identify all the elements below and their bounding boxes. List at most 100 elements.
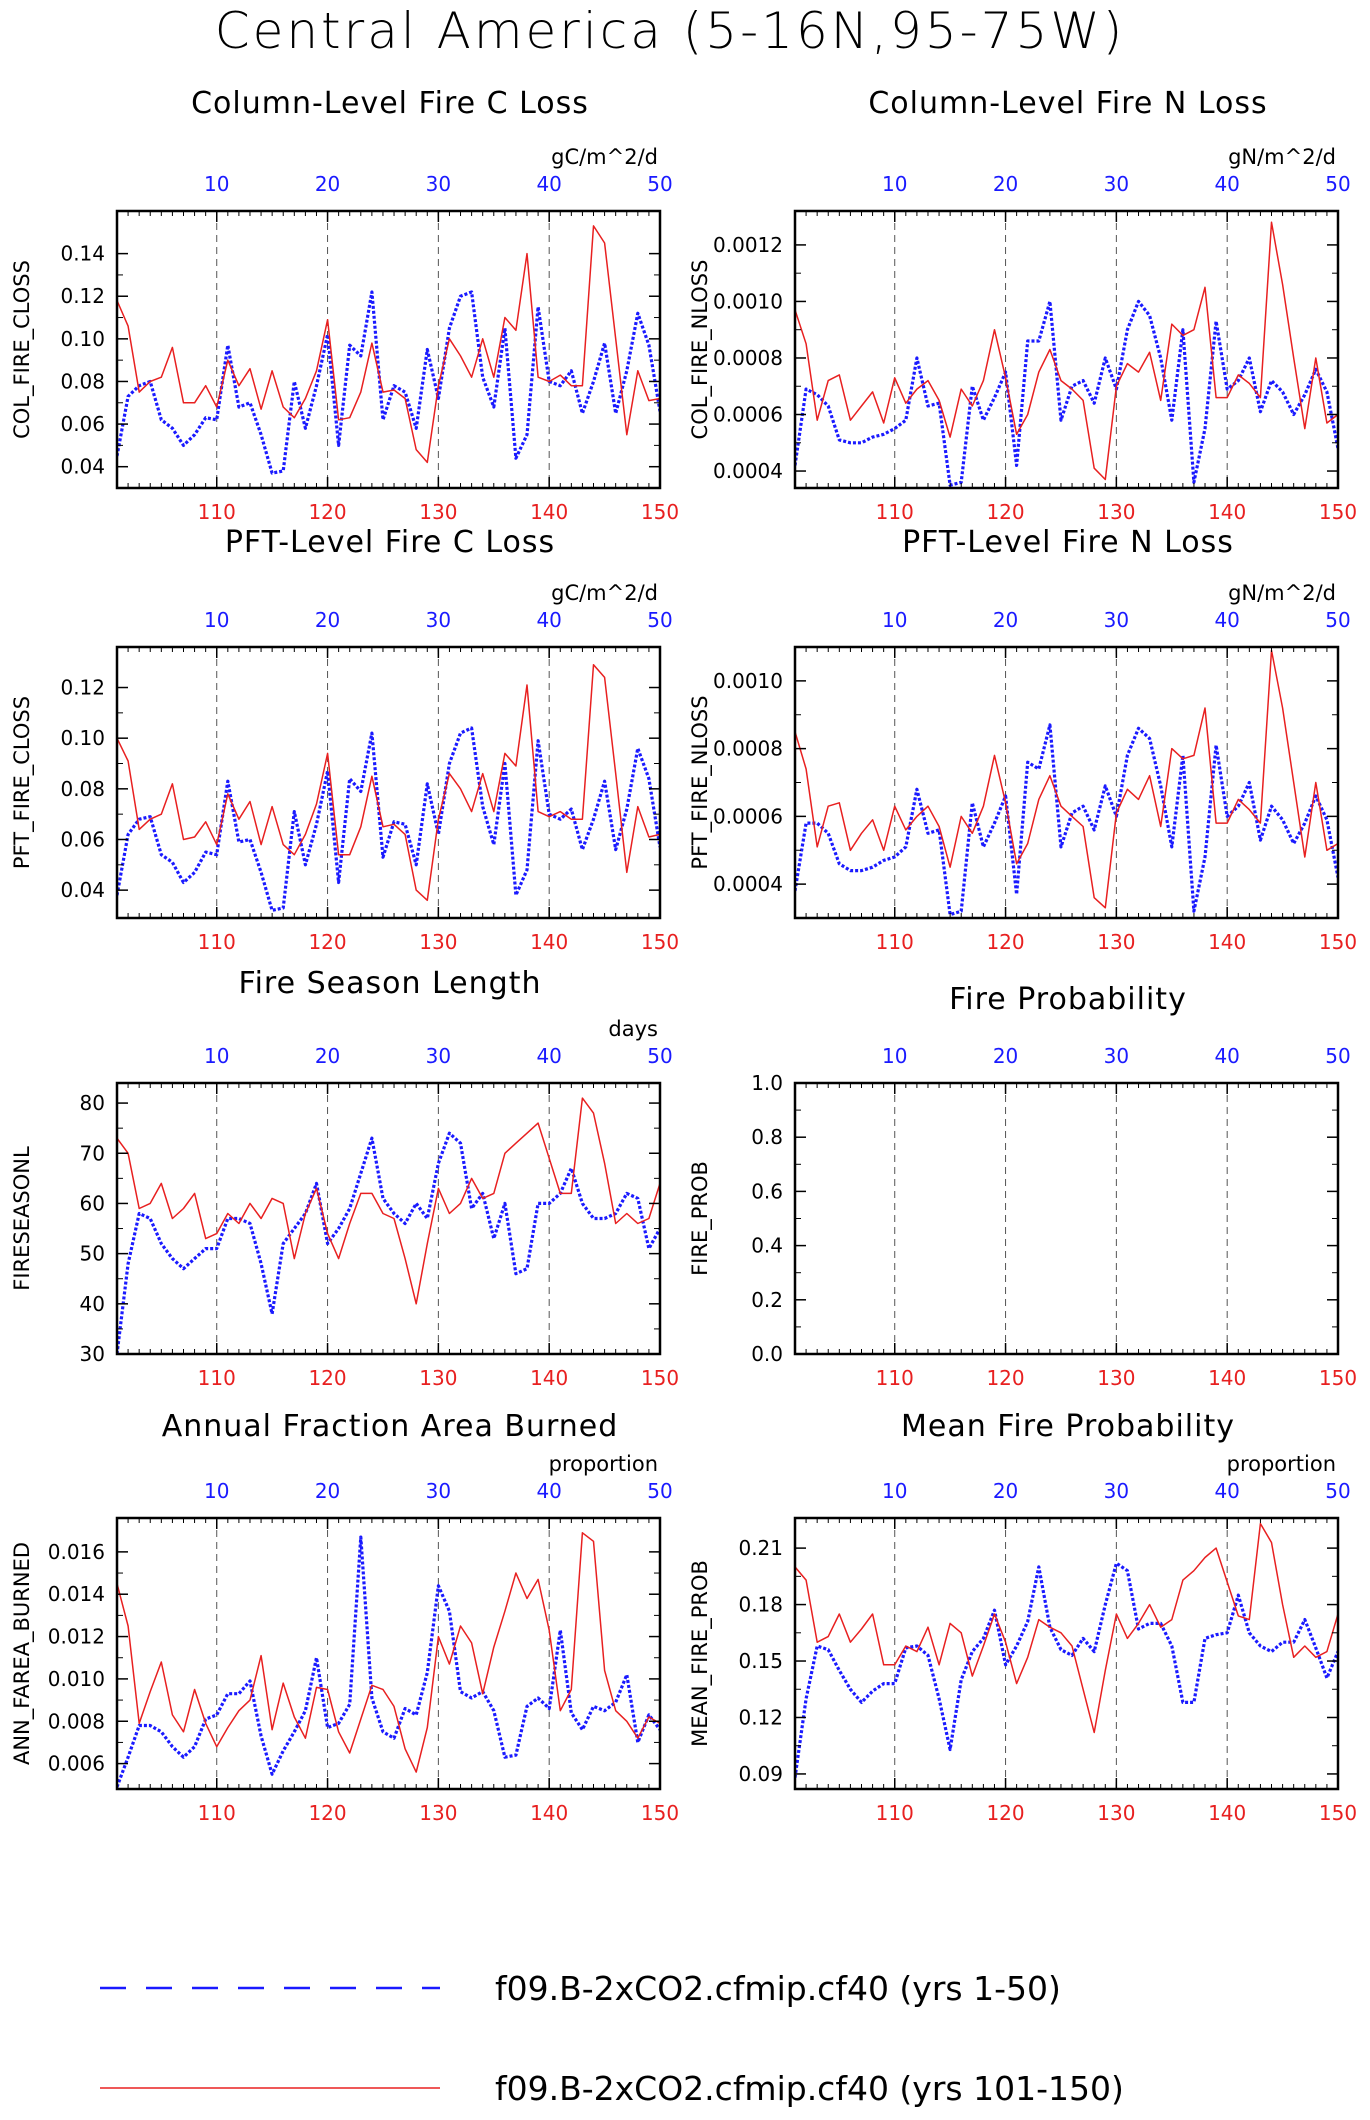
y-tick-label: 0.0008 [713, 346, 783, 370]
series-line-years-1-50 [795, 723, 1338, 917]
series-line-years-101-150 [795, 1522, 1338, 1734]
y-tick-label: 0.0004 [713, 459, 783, 483]
bottom-tick-label: 130 [1097, 930, 1135, 954]
panel-title: Fire Probability [949, 982, 1187, 1017]
panel-title: Column-Level Fire C Loss [191, 86, 589, 121]
y-tick-label: 0.06 [60, 412, 105, 436]
bottom-tick-label: 150 [641, 930, 679, 954]
top-tick-label: 20 [315, 172, 340, 196]
top-tick-label: 50 [647, 608, 672, 632]
top-tick-label: 30 [1104, 172, 1129, 196]
bottom-tick-label: 130 [419, 500, 457, 524]
bottom-tick-label: 140 [1208, 500, 1246, 524]
top-tick-label: 50 [1325, 172, 1350, 196]
legend-label-red: f09.B-2xCO2.cfmip.cf40 (yrs 101-150) [495, 2069, 1124, 2108]
series-line-years-1-50 [117, 290, 660, 475]
top-tick-label: 40 [536, 608, 561, 632]
plot-frame [115, 645, 662, 920]
y-tick-label: 0.04 [60, 455, 105, 479]
chart-panel-5: Fire Season Length days 110 120 130 140 150 10 2… [10, 966, 679, 1390]
y-tick-label: 0.09 [738, 1762, 783, 1786]
top-tick-label: 40 [1214, 608, 1239, 632]
panel-grid: Column-Level Fire C Loss gC/m^2/d 110 120 13… [10, 86, 1357, 1825]
y-tick-label: 0.008 [48, 1709, 105, 1733]
bottom-tick-label: 130 [419, 1801, 457, 1825]
chart-panel-2: Column-Level Fire N Loss gN/m^2/d 110 120 13… [688, 86, 1357, 524]
plot-area [117, 1532, 660, 1788]
top-tick-label: 40 [1214, 1479, 1239, 1503]
top-tick-label: 40 [536, 172, 561, 196]
plot-area [795, 221, 1338, 487]
top-tick-label: 10 [882, 172, 907, 196]
top-tick-label: 40 [1214, 1044, 1239, 1068]
bottom-tick-label: 150 [1319, 930, 1357, 954]
plot-frame [793, 645, 1340, 920]
y-axis-label: COL_FIRE_NLOSS [688, 260, 713, 440]
bottom-tick-label: 130 [1097, 1366, 1135, 1390]
series-line-years-101-150 [117, 225, 660, 464]
series-line-years-101-150 [117, 663, 660, 902]
chart-panel-3: PFT-Level Fire C Loss gC/m^2/d 110 120 130 14… [10, 525, 679, 954]
top-tick-label: 40 [536, 1479, 561, 1503]
y-tick-label: 70 [80, 1141, 105, 1165]
y-tick-label: 0.012 [48, 1625, 105, 1649]
top-tick-label: 10 [204, 1044, 229, 1068]
top-tick-label: 50 [647, 1479, 672, 1503]
y-tick-label: 0.18 [738, 1593, 783, 1617]
y-tick-label: 0.10 [60, 327, 105, 351]
top-tick-label: 30 [1104, 1044, 1129, 1068]
bottom-tick-label: 130 [419, 1366, 457, 1390]
bottom-tick-label: 130 [419, 930, 457, 954]
y-tick-label: 0.0010 [713, 289, 783, 313]
series-line-years-1-50 [117, 1535, 660, 1788]
bottom-tick-label: 150 [641, 1801, 679, 1825]
bottom-tick-label: 140 [530, 1801, 568, 1825]
bottom-tick-label: 150 [641, 1366, 679, 1390]
y-tick-label: 0.14 [60, 242, 105, 266]
panel-title: Mean Fire Probability [901, 1409, 1235, 1444]
y-axis-label: ANN_FAREA_BURNED [10, 1542, 35, 1765]
bottom-tick-label: 120 [308, 1801, 346, 1825]
panel-title: PFT-Level Fire C Loss [225, 525, 555, 560]
top-tick-label: 50 [647, 172, 672, 196]
bottom-tick-label: 130 [1097, 500, 1135, 524]
plot-area [795, 649, 1338, 917]
y-tick-label: 0.08 [60, 369, 105, 393]
top-tick-label: 50 [1325, 608, 1350, 632]
bottom-tick-label: 140 [1208, 1366, 1246, 1390]
y-tick-label: 0.06 [60, 827, 105, 851]
top-tick-label: 50 [1325, 1044, 1350, 1068]
plot-frame [115, 1081, 662, 1356]
plot-frame [793, 1516, 1340, 1791]
units-label: gN/m^2/d [1228, 581, 1336, 605]
y-axis-label: MEAN_FIRE_PROB [688, 1560, 713, 1747]
bottom-tick-label: 120 [986, 500, 1024, 524]
units-label: proportion [549, 1452, 658, 1476]
y-axis-label: PFT_FIRE_CLOSS [10, 696, 35, 869]
y-tick-label: 0.2 [751, 1288, 783, 1312]
plot-area [117, 1097, 660, 1354]
bottom-tick-label: 120 [986, 1366, 1024, 1390]
y-tick-label: 0.21 [738, 1536, 783, 1560]
y-tick-label: 80 [80, 1091, 105, 1115]
bottom-tick-label: 150 [1319, 500, 1357, 524]
chart-panel-4: PFT-Level Fire N Loss gN/m^2/d 110 120 130 14… [688, 525, 1357, 954]
panel-title: Fire Season Length [239, 966, 542, 1001]
top-tick-label: 10 [882, 608, 907, 632]
bottom-tick-label: 140 [530, 500, 568, 524]
plot-area [117, 225, 660, 475]
chart-panel-1: Column-Level Fire C Loss gC/m^2/d 110 120 13… [10, 86, 679, 524]
series-line-years-1-50 [795, 1561, 1338, 1778]
series-line-years-1-50 [795, 299, 1338, 487]
bottom-tick-label: 140 [530, 930, 568, 954]
y-axis-label: FIRE_PROB [688, 1161, 713, 1276]
units-label: gC/m^2/d [551, 581, 658, 605]
top-tick-label: 40 [1214, 172, 1239, 196]
y-tick-label: 0.4 [751, 1234, 783, 1258]
y-tick-label: 0.016 [48, 1540, 105, 1564]
y-tick-label: 0.0012 [713, 233, 783, 257]
legend-label-blue: f09.B-2xCO2.cfmip.cf40 (yrs 1-50) [495, 1969, 1061, 2008]
y-tick-label: 0.014 [48, 1582, 105, 1606]
bottom-tick-label: 120 [308, 1366, 346, 1390]
chart-panel-7: Annual Fraction Area Burned proportion 110… [10, 1409, 679, 1825]
